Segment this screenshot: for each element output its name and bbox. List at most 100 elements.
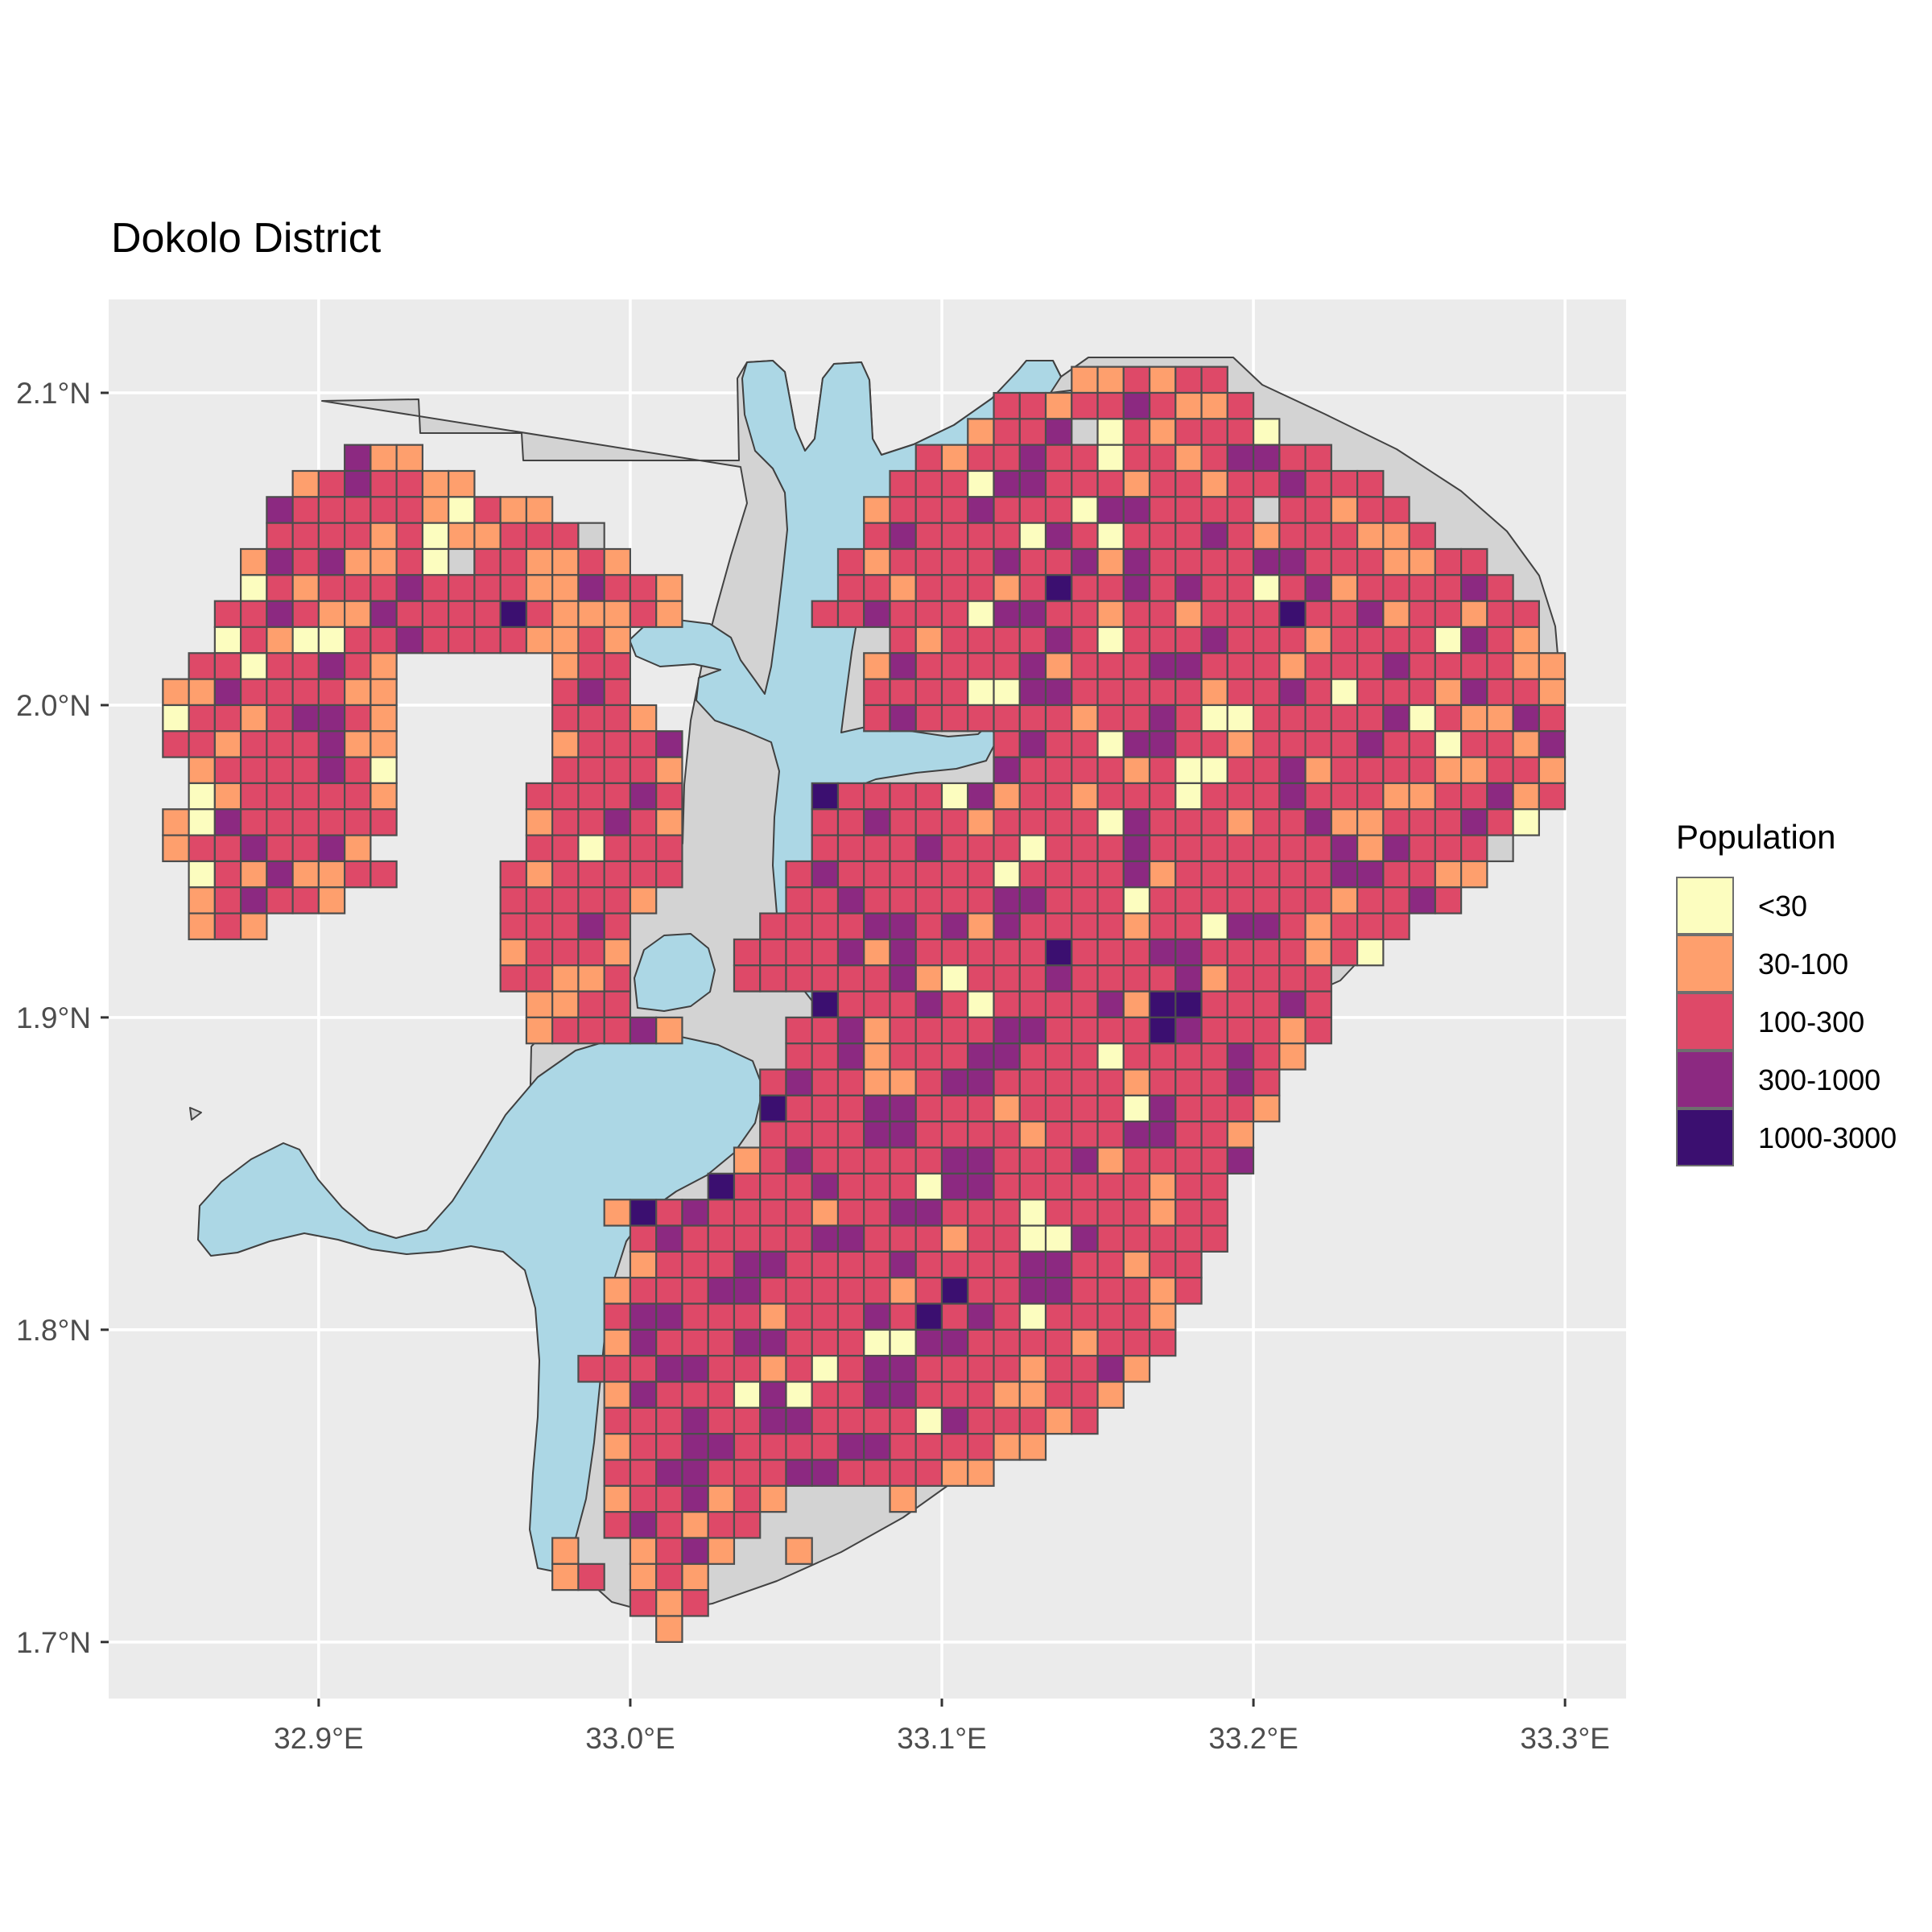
population-cell <box>1096 704 1125 733</box>
population-cell <box>940 1199 969 1227</box>
population-cell <box>733 1199 762 1227</box>
population-cell <box>733 1328 762 1357</box>
population-cell <box>914 1016 943 1045</box>
population-cell <box>1071 522 1099 551</box>
population-cell <box>525 964 554 993</box>
population-cell <box>889 834 917 863</box>
population-cell <box>1434 808 1463 836</box>
population-cell <box>1278 756 1307 785</box>
population-cell <box>1330 625 1359 654</box>
population-cell <box>1252 886 1281 914</box>
population-cell <box>188 886 216 914</box>
population-cell <box>266 730 294 758</box>
population-cell <box>759 964 787 993</box>
population-cell <box>369 547 398 576</box>
population-cell <box>1071 756 1099 785</box>
population-cell <box>1071 652 1099 680</box>
population-cell <box>525 547 554 576</box>
population-cell <box>914 1224 943 1253</box>
population-cell <box>940 834 969 863</box>
population-cell <box>344 704 372 733</box>
population-cell <box>1044 860 1073 889</box>
population-cell <box>1018 860 1047 889</box>
population-cell <box>266 834 294 863</box>
population-cell <box>1460 547 1488 576</box>
population-cell <box>1148 1277 1177 1305</box>
population-cell <box>940 1016 969 1045</box>
population-cell <box>1226 1042 1255 1071</box>
population-cell <box>811 1381 840 1409</box>
population-cell <box>1148 730 1177 758</box>
population-cell <box>889 652 917 680</box>
population-cell <box>1122 444 1151 473</box>
population-cell <box>1018 808 1047 836</box>
population-cell <box>421 574 450 602</box>
population-cell <box>993 1016 1021 1045</box>
population-cell <box>1044 1172 1073 1201</box>
population-cell <box>836 912 865 941</box>
population-cell <box>1148 418 1177 446</box>
population-cell <box>369 574 398 602</box>
population-cell <box>525 860 554 889</box>
population-cell <box>1278 547 1307 576</box>
population-cell <box>577 834 605 863</box>
population-cell <box>681 1381 709 1409</box>
population-cell <box>733 1381 762 1409</box>
population-cell <box>655 1406 683 1435</box>
population-cell <box>1382 600 1410 629</box>
population-cell <box>1071 1016 1099 1045</box>
population-cell <box>629 1459 658 1487</box>
population-cell <box>655 1511 683 1539</box>
population-cell <box>1304 782 1332 811</box>
population-cell <box>1330 574 1359 602</box>
population-cell <box>291 782 320 811</box>
population-cell <box>344 574 372 602</box>
population-cell <box>317 860 346 889</box>
population-cell <box>1122 912 1151 941</box>
population-cell <box>811 1068 840 1096</box>
population-cell <box>1122 1302 1151 1331</box>
population-cell <box>967 1328 995 1357</box>
population-cell <box>1122 704 1151 733</box>
population-cell <box>1148 704 1177 733</box>
population-cell <box>1538 782 1567 811</box>
population-cell <box>1096 1121 1125 1149</box>
population-cell <box>785 1199 813 1227</box>
population-cell <box>577 756 605 785</box>
population-cell <box>1174 418 1203 446</box>
population-cell <box>1018 1328 1047 1357</box>
population-cell <box>1200 547 1228 576</box>
population-cell <box>577 912 605 941</box>
population-cell <box>993 1328 1021 1357</box>
population-cell <box>759 1199 787 1227</box>
population-cell <box>1044 1381 1073 1409</box>
population-cell <box>785 860 813 889</box>
population-cell <box>940 625 969 654</box>
population-cell <box>1148 496 1177 524</box>
population-cell <box>1122 834 1151 863</box>
population-cell <box>655 600 683 629</box>
population-cell <box>811 1328 840 1357</box>
population-cell <box>1200 600 1228 629</box>
population-cell <box>1226 1094 1255 1123</box>
population-cell <box>1148 1094 1177 1123</box>
population-cell <box>785 1121 813 1149</box>
population-cell <box>1096 1381 1125 1409</box>
population-cell <box>1148 1068 1177 1096</box>
population-cell <box>1044 547 1073 576</box>
population-cell <box>967 912 995 941</box>
population-cell <box>940 704 969 733</box>
population-cell <box>344 860 372 889</box>
population-cell <box>1018 418 1047 446</box>
population-cell <box>369 625 398 654</box>
population-cell <box>525 938 554 967</box>
population-cell <box>1278 678 1307 707</box>
population-cell <box>1460 600 1488 629</box>
population-cell <box>811 1121 840 1149</box>
population-cell <box>629 782 658 811</box>
population-cell <box>1071 1172 1099 1201</box>
population-cell <box>681 1484 709 1513</box>
population-cell <box>1018 1068 1047 1096</box>
population-cell <box>1278 574 1307 602</box>
population-cell <box>240 808 268 836</box>
